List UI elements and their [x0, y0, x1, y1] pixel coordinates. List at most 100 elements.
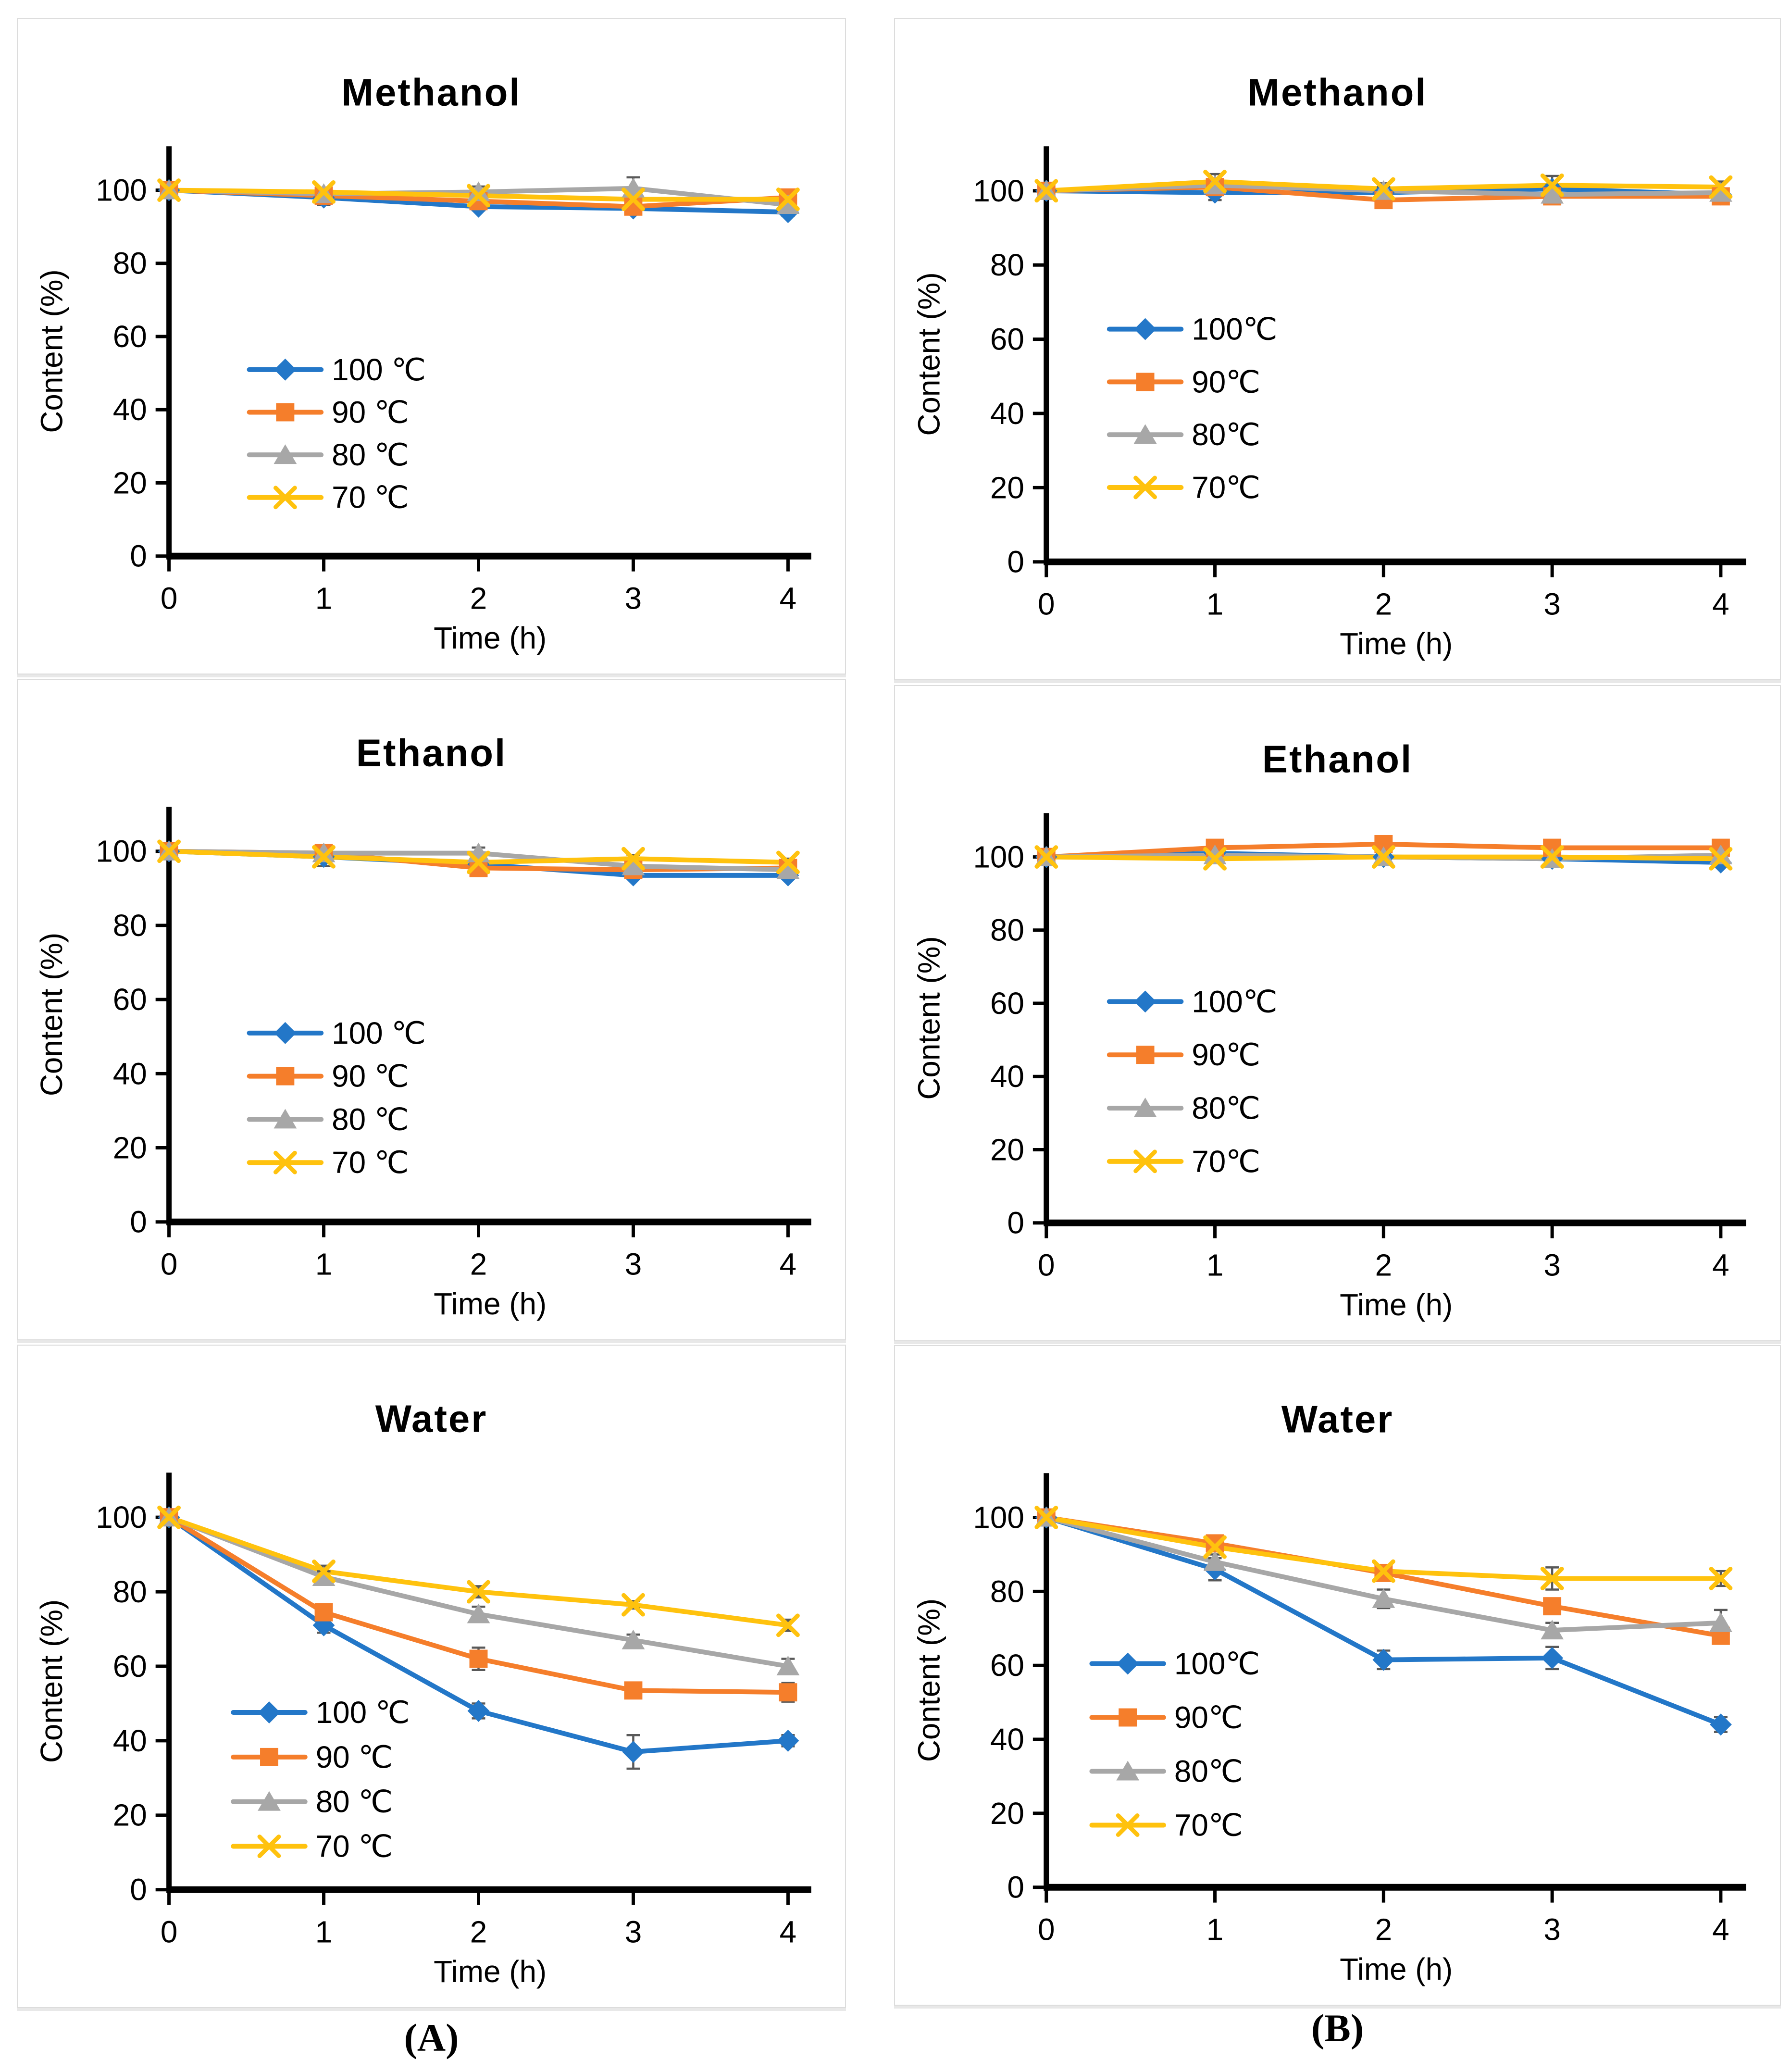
svg-text:4: 4 — [780, 1247, 796, 1281]
svg-text:100 ℃: 100 ℃ — [332, 1016, 426, 1050]
svg-text:0: 0 — [161, 581, 177, 615]
svg-text:20: 20 — [113, 1798, 147, 1833]
svg-text:70 ℃: 70 ℃ — [316, 1829, 393, 1863]
svg-text:20: 20 — [990, 1132, 1024, 1167]
svg-text:80℃: 80℃ — [1174, 1754, 1243, 1788]
chart-panel-methanol-a: Methanol 0 20 40 60 80 100 0 1 2 3 4 Content (%) Time… — [17, 18, 846, 674]
svg-text:80 ℃: 80 ℃ — [332, 1102, 409, 1136]
svg-text:1: 1 — [315, 1247, 332, 1281]
svg-text:80℃: 80℃ — [1192, 417, 1260, 452]
svg-text:0: 0 — [161, 1247, 177, 1281]
column-b-caption: (B) — [1311, 2006, 1364, 2050]
svg-text:0: 0 — [1007, 1870, 1024, 1905]
chart-panel-ethanol-a: Ethanol 0 20 40 60 80 100 0 1 2 3 4 Content (%) Time … — [17, 679, 846, 1340]
svg-text:70℃: 70℃ — [1192, 1144, 1260, 1179]
svg-text:Ethanol: Ethanol — [1262, 737, 1413, 780]
svg-text:60: 60 — [113, 319, 147, 354]
svg-text:80 ℃: 80 ℃ — [316, 1785, 393, 1819]
svg-text:Time (h): Time (h) — [434, 1954, 547, 1989]
svg-text:20: 20 — [113, 465, 147, 500]
svg-text:40: 40 — [990, 1059, 1024, 1094]
svg-text:2: 2 — [470, 581, 487, 615]
water-a-chart-canvas: Water 0 20 40 60 80 100 0 1 2 3 4 Content (%) Time (h… — [34, 1397, 811, 1989]
svg-text:100: 100 — [96, 834, 147, 869]
column-a-caption: (A) — [404, 2016, 459, 2060]
chart-panel-methanol-b: Methanol 0 20 40 60 80 100 0 1 2 3 4 Content (%) Time… — [894, 18, 1781, 680]
svg-text:Content (%): Content (%) — [34, 933, 69, 1096]
svg-text:4: 4 — [780, 581, 796, 615]
svg-text:40: 40 — [113, 1723, 147, 1758]
svg-text:90 ℃: 90 ℃ — [332, 395, 409, 429]
svg-text:Ethanol: Ethanol — [356, 731, 507, 774]
svg-text:3: 3 — [625, 581, 642, 615]
svg-text:1: 1 — [315, 581, 332, 615]
svg-text:Time (h): Time (h) — [434, 1286, 547, 1321]
svg-text:0: 0 — [1007, 1206, 1024, 1240]
ethanol-b-chart-canvas: Ethanol 0 20 40 60 80 100 0 1 2 3 4 Content (%) Time … — [911, 737, 1746, 1322]
svg-text:80 ℃: 80 ℃ — [332, 437, 409, 472]
svg-text:1: 1 — [1206, 1248, 1223, 1282]
svg-text:2: 2 — [470, 1914, 487, 1949]
svg-text:Content (%): Content (%) — [34, 1599, 69, 1763]
svg-text:0: 0 — [130, 1205, 147, 1239]
svg-text:70 ℃: 70 ℃ — [332, 480, 409, 515]
svg-text:100: 100 — [96, 173, 147, 207]
ethanol-a-chart-canvas: Ethanol 0 20 40 60 80 100 0 1 2 3 4 Content (%) Time … — [34, 731, 811, 1321]
svg-text:100: 100 — [973, 174, 1024, 208]
svg-text:40: 40 — [990, 1722, 1024, 1757]
svg-text:80: 80 — [113, 908, 147, 943]
svg-text:40: 40 — [113, 1056, 147, 1091]
svg-text:Content (%): Content (%) — [34, 269, 69, 433]
methanol-a-chart-canvas: Methanol 0 20 40 60 80 100 0 1 2 3 4 Content (%) Time… — [34, 71, 811, 655]
svg-text:Methanol: Methanol — [342, 71, 522, 113]
svg-text:2: 2 — [1375, 1912, 1392, 1947]
svg-text:Time (h): Time (h) — [1340, 1287, 1453, 1322]
svg-text:Time (h): Time (h) — [434, 621, 547, 655]
svg-text:40: 40 — [990, 396, 1024, 431]
svg-text:80: 80 — [990, 248, 1024, 282]
svg-text:90 ℃: 90 ℃ — [332, 1059, 409, 1094]
svg-text:100: 100 — [973, 1500, 1024, 1535]
svg-text:100 ℃: 100 ℃ — [332, 352, 426, 387]
svg-text:3: 3 — [1543, 1248, 1560, 1282]
svg-text:4: 4 — [1712, 1912, 1729, 1947]
svg-text:0: 0 — [1007, 545, 1024, 579]
svg-text:Content (%): Content (%) — [911, 1598, 946, 1762]
svg-text:80℃: 80℃ — [1192, 1091, 1260, 1125]
svg-text:100: 100 — [973, 839, 1024, 874]
svg-text:100℃: 100℃ — [1192, 984, 1277, 1019]
svg-text:100℃: 100℃ — [1192, 312, 1277, 347]
svg-text:90℃: 90℃ — [1192, 364, 1260, 399]
svg-text:Content (%): Content (%) — [911, 272, 946, 436]
svg-text:0: 0 — [1038, 587, 1055, 621]
svg-text:4: 4 — [1712, 587, 1729, 621]
svg-text:60: 60 — [113, 1649, 147, 1684]
svg-text:40: 40 — [113, 392, 147, 427]
svg-text:60: 60 — [990, 1648, 1024, 1683]
svg-text:3: 3 — [1543, 1912, 1560, 1947]
chart-panel-water-a: Water 0 20 40 60 80 100 0 1 2 3 4 Content (%) Time (h… — [17, 1345, 846, 2008]
svg-text:Time (h): Time (h) — [1340, 626, 1453, 661]
svg-text:3: 3 — [625, 1914, 642, 1949]
svg-text:0: 0 — [1038, 1248, 1055, 1282]
svg-text:Content (%): Content (%) — [911, 936, 946, 1099]
svg-text:Time (h): Time (h) — [1340, 1952, 1453, 1986]
svg-text:90℃: 90℃ — [1174, 1700, 1243, 1735]
water-b-chart-canvas: Water 0 20 40 60 80 100 0 1 2 3 4 Content (%) Time (h… — [911, 1398, 1746, 1986]
svg-text:2: 2 — [470, 1247, 487, 1281]
svg-text:3: 3 — [625, 1247, 642, 1281]
svg-text:0: 0 — [1038, 1912, 1055, 1947]
svg-text:70℃: 70℃ — [1174, 1808, 1243, 1842]
chart-panel-water-b: Water 0 20 40 60 80 100 0 1 2 3 4 Content (%) Time (h… — [894, 1345, 1781, 2006]
svg-text:1: 1 — [315, 1914, 332, 1949]
svg-text:Water: Water — [1281, 1398, 1394, 1440]
svg-text:0: 0 — [161, 1914, 177, 1949]
svg-text:20: 20 — [990, 1796, 1024, 1831]
chart-panel-ethanol-b: Ethanol 0 20 40 60 80 100 0 1 2 3 4 Content (%) Time … — [894, 685, 1781, 1341]
svg-text:90℃: 90℃ — [1192, 1037, 1260, 1072]
svg-text:4: 4 — [1712, 1248, 1729, 1282]
svg-text:20: 20 — [990, 470, 1024, 505]
svg-text:100℃: 100℃ — [1174, 1646, 1260, 1681]
svg-text:80: 80 — [113, 1574, 147, 1609]
